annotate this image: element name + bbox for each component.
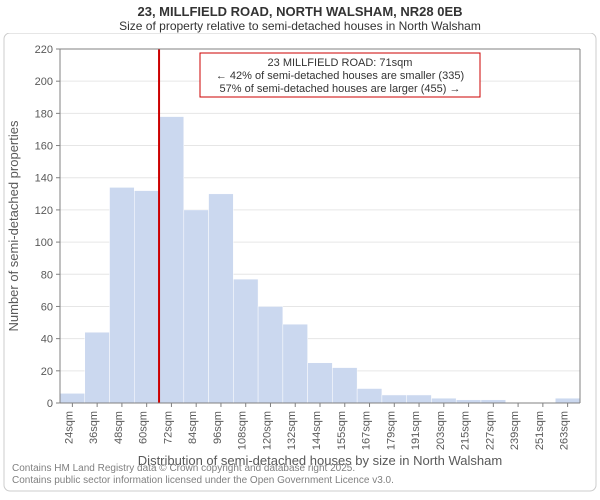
histogram-chart: 23, MILLFIELD ROAD, NORTH WALSHAM, NR28 … bbox=[0, 0, 600, 500]
xtick-label: 179sqm bbox=[385, 411, 397, 450]
histogram-bar bbox=[85, 332, 110, 403]
xtick-label: 120sqm bbox=[261, 411, 273, 450]
histogram-bar bbox=[357, 389, 382, 403]
histogram-bar bbox=[308, 363, 333, 403]
histogram-bar bbox=[60, 393, 85, 403]
histogram-bar bbox=[134, 191, 159, 403]
xtick-label: 72sqm bbox=[162, 411, 174, 444]
ytick-label: 40 bbox=[41, 334, 53, 346]
histogram-bar bbox=[407, 395, 432, 403]
ytick-label: 220 bbox=[35, 44, 53, 56]
xtick-label: 144sqm bbox=[311, 411, 323, 450]
ytick-label: 160 bbox=[35, 141, 53, 153]
ytick-label: 120 bbox=[35, 205, 53, 217]
xtick-label: 132sqm bbox=[286, 411, 298, 450]
xtick-label: 108sqm bbox=[237, 411, 249, 450]
histogram-bar bbox=[283, 324, 308, 403]
histogram-bar bbox=[431, 398, 456, 403]
xtick-label: 263sqm bbox=[559, 411, 571, 450]
histogram-bar bbox=[555, 398, 580, 403]
xtick-label: 227sqm bbox=[484, 411, 496, 450]
ytick-label: 20 bbox=[41, 366, 53, 378]
chart-svg: 0 20 40 60 80 100 120 140 160 180 200 220 24sqm 36sqm… bbox=[0, 33, 600, 493]
xtick-label: 203sqm bbox=[435, 411, 447, 450]
annotation-line3: 57% of semi-detached houses are larger (… bbox=[220, 83, 461, 95]
histogram-bar bbox=[159, 117, 184, 403]
ytick-label: 200 bbox=[35, 76, 53, 88]
histogram-bar bbox=[233, 279, 258, 403]
xtick-label: 84sqm bbox=[187, 411, 199, 444]
ytick-label: 0 bbox=[47, 398, 53, 410]
footnote-line2: Contains public sector information licen… bbox=[12, 475, 394, 486]
xtick-label: 251sqm bbox=[534, 411, 546, 450]
histogram-bar bbox=[110, 187, 135, 403]
histogram-bar bbox=[258, 306, 283, 403]
chart-subtitle: Size of property relative to semi-detach… bbox=[0, 19, 600, 33]
xtick-label: 239sqm bbox=[509, 411, 521, 450]
xtick-label: 48sqm bbox=[113, 411, 125, 444]
histogram-bar bbox=[184, 210, 209, 403]
ytick-label: 140 bbox=[35, 173, 53, 185]
ytick-label: 180 bbox=[35, 108, 53, 120]
ytick-label: 60 bbox=[41, 301, 53, 313]
histogram-bar bbox=[209, 194, 234, 403]
histogram-bar bbox=[382, 395, 407, 403]
xtick-label: 191sqm bbox=[410, 411, 422, 450]
xtick-label: 167sqm bbox=[361, 411, 373, 450]
xtick-label: 24sqm bbox=[63, 411, 75, 444]
xtick-label: 96sqm bbox=[212, 411, 224, 444]
xtick-label: 36sqm bbox=[88, 411, 100, 444]
ytick-label: 80 bbox=[41, 269, 53, 281]
footnote-line1: Contains HM Land Registry data © Crown c… bbox=[12, 463, 355, 474]
y-axis-label: Number of semi-detached properties bbox=[6, 120, 21, 331]
histogram-bar bbox=[332, 368, 357, 403]
xtick-label: 155sqm bbox=[336, 411, 348, 450]
xtick-label: 60sqm bbox=[138, 411, 150, 444]
chart-title: 23, MILLFIELD ROAD, NORTH WALSHAM, NR28 … bbox=[0, 0, 600, 19]
xtick-label: 215sqm bbox=[460, 411, 472, 450]
annotation-line2: ← 42% of semi-detached houses are smalle… bbox=[216, 70, 464, 82]
ytick-label: 100 bbox=[35, 237, 53, 249]
annotation-line1: 23 MILLFIELD ROAD: 71sqm bbox=[268, 57, 413, 69]
